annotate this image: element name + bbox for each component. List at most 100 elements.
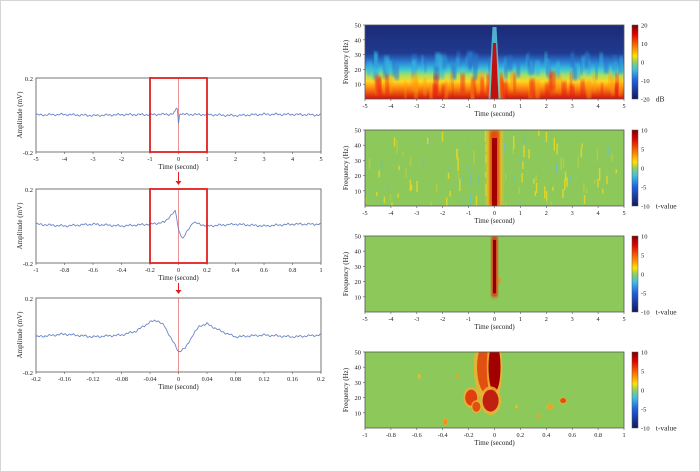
noise-blob (597, 178, 599, 188)
spectrogram-streak (384, 55, 390, 71)
noise-blob (473, 150, 475, 164)
noise-blob (569, 174, 571, 183)
spectrogram-streak (572, 65, 577, 81)
spectrogram-streak (471, 82, 474, 99)
colorbar-tick-label: -5 (641, 185, 646, 192)
spectrogram-streak (595, 64, 598, 80)
noise-blob (505, 202, 507, 206)
x-tick-label: 2 (545, 210, 548, 217)
spectrogram-streak (411, 72, 416, 92)
spectrogram-streak (367, 61, 372, 76)
x-tick-label: -0.4 (117, 267, 127, 274)
spectrogram-streak (516, 62, 521, 78)
x-tick-label: -1 (147, 156, 152, 163)
spectrogram-streak (580, 79, 585, 99)
spectrogram-streak (502, 81, 508, 99)
spectrogram-streak (460, 73, 465, 92)
x-tick-label: -1 (33, 267, 38, 274)
spectrogram-streak (529, 78, 535, 98)
noise-blob (518, 187, 521, 195)
heatmap-body (365, 236, 624, 312)
noise-blob (469, 173, 471, 185)
x-tick-label: 5 (319, 156, 322, 163)
x-tick-label: 0.2 (203, 267, 211, 274)
zoom-highlight-box (149, 188, 208, 264)
noise-blob (391, 202, 393, 206)
colorbar-tick-label: 10 (641, 234, 648, 241)
spectrogram-streak (613, 61, 617, 77)
noise-blob (555, 164, 558, 175)
colorbar-tick-label: 0 (641, 166, 644, 173)
spectrogram-streak (569, 71, 573, 91)
y-tick-label: 20 (355, 67, 362, 74)
noise-blob (389, 194, 392, 201)
spectrogram-streak (385, 74, 390, 94)
spectrogram-streak (411, 59, 417, 75)
noise-blob (409, 156, 412, 167)
spectrogram-streak (451, 64, 457, 79)
heatmap-body (365, 130, 624, 206)
spectrogram-streak (561, 81, 567, 99)
noise-blob (445, 197, 448, 206)
noise-blob (383, 196, 386, 204)
spectrogram-streak (477, 74, 480, 94)
spectrogram-streak (545, 82, 550, 99)
spectrogram-streak (581, 56, 586, 72)
spike-column-core (490, 43, 499, 99)
noise-blob (585, 188, 588, 193)
x-tick-label: 4 (597, 103, 600, 110)
x-tick-label: 0.2 (517, 432, 525, 439)
noise-blob (462, 175, 465, 184)
spectrogram-streak (620, 55, 623, 71)
x-tick-label: -0.2 (31, 376, 41, 383)
spectrogram-streak (376, 77, 381, 96)
noise-blob (365, 196, 367, 204)
colorbar-tick-label: 0 (641, 388, 644, 395)
noise-blob (457, 157, 459, 172)
noise-blob (550, 200, 552, 206)
noise-blob (543, 186, 546, 199)
x-tick-label: -4 (388, 316, 393, 323)
x-tick-label: 0.08 (230, 376, 241, 383)
x-tick-label: -0.6 (88, 267, 98, 274)
spectrogram-streak (390, 75, 393, 94)
colorbar-tick-label: -10 (641, 204, 650, 211)
y-axis-label: Frequency (Hz) (342, 39, 350, 84)
noise-blob (615, 169, 618, 174)
activation-blob (418, 374, 421, 379)
colorbar-tick-label: 10 (641, 350, 648, 357)
x-tick-label: 2 (545, 316, 548, 323)
x-tick-label: -4 (388, 103, 393, 110)
noise-blob (485, 155, 487, 164)
x-tick-label: 1 (519, 210, 522, 217)
x-tick-label: -2 (440, 210, 445, 217)
y-tick-label: 20 (355, 395, 362, 402)
colorbar-unit-label: t-value (656, 424, 677, 433)
noise-blob (521, 173, 523, 183)
spectrogram-streak (394, 64, 399, 80)
x-tick-label: 0 (493, 316, 496, 323)
y-axis-label: Amplitude (mV) (16, 91, 24, 139)
x-tick-label: 4 (597, 210, 600, 217)
x-tick-label: 0.6 (568, 432, 576, 439)
spectrogram-streak (558, 75, 562, 94)
noise-blob (475, 195, 478, 206)
colorbar-tick-label: -5 (641, 407, 646, 414)
x-tick-label: -0.2 (145, 267, 155, 274)
colorbar-unit-label: t-value (656, 308, 677, 317)
noise-blob (467, 167, 470, 172)
x-tick-label: 0.4 (232, 267, 240, 274)
noise-blob (611, 153, 613, 162)
noise-blob (448, 168, 451, 176)
spectrogram-streak (433, 65, 440, 81)
colorbar-unit-label: t-value (656, 202, 677, 211)
noise-blob (535, 174, 537, 181)
x-axis-label: Time (second) (158, 163, 199, 171)
x-tick-label: 0.12 (259, 376, 270, 383)
x-tick-label: -2 (440, 316, 445, 323)
colorbar-tick-label: 0 (641, 272, 644, 279)
noise-blob (416, 180, 418, 193)
noise-blob (520, 158, 522, 166)
activation-blob (560, 398, 567, 404)
y-tick-label: 30 (355, 158, 362, 165)
